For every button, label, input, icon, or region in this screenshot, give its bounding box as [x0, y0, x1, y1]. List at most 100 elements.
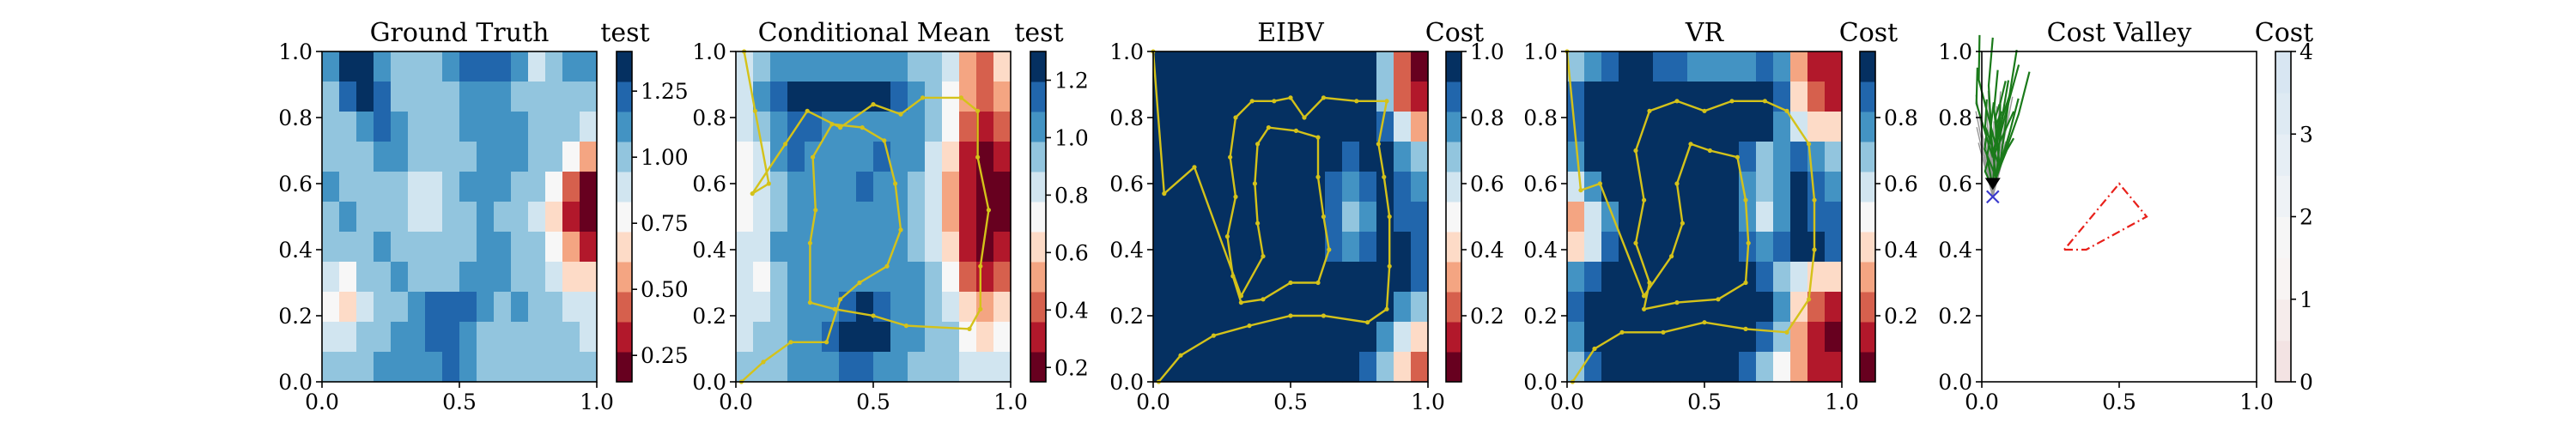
heatmap-cell: [1239, 172, 1257, 202]
heatmap-cell: [993, 112, 1012, 142]
heatmap-cell: [856, 172, 874, 202]
heatmap-cell: [442, 112, 460, 142]
path-line: [1151, 51, 1391, 383]
heatmap-cell: [839, 322, 857, 353]
y-tick-label: 0.4: [1938, 238, 1972, 263]
colorbar-level: [1446, 142, 1461, 172]
heatmap-cell: [925, 142, 943, 172]
heatmap-cell: [1807, 232, 1826, 263]
colorbar-tick-label: 1: [2300, 287, 2313, 312]
heatmap-cell: [1188, 82, 1206, 112]
heatmap-cell: [1342, 82, 1360, 112]
heatmap-cell: [1807, 322, 1826, 353]
heatmap-cell: [339, 322, 357, 353]
colorbar-label: Cost: [2255, 18, 2313, 48]
heatmap-cell: [1584, 51, 1602, 82]
colorbar-level: [1446, 82, 1461, 112]
path-point: [1302, 115, 1307, 120]
heatmap-cell: [1601, 292, 1619, 323]
heatmap-cell: [511, 262, 529, 293]
heatmap-cell: [545, 112, 563, 142]
heatmap-cell: [1773, 172, 1791, 202]
heatmap-cell: [839, 82, 857, 112]
heatmap-cell: [1359, 82, 1377, 112]
heatmap-cell: [1773, 352, 1791, 383]
colorbar-level: [1446, 112, 1461, 142]
heatmap-cell: [374, 142, 392, 172]
heatmap-cell: [528, 82, 546, 112]
path-point: [761, 360, 766, 365]
colorbar-level: [1860, 322, 1875, 353]
heatmap-cell: [1325, 352, 1343, 383]
heatmap-cell: [1670, 262, 1688, 293]
colorbar-tick-label: 0.50: [641, 277, 689, 302]
heatmap-cell: [959, 112, 977, 142]
colorbar-level: [1446, 202, 1461, 233]
heatmap-cell: [1188, 322, 1206, 353]
heatmap-cell: [1394, 51, 1412, 82]
heatmap-cell: [1342, 202, 1360, 233]
heatmap-cell: [545, 202, 563, 233]
heatmap-cell: [1342, 292, 1360, 323]
heatmap-cell: [1773, 322, 1791, 353]
heatmap-cell: [391, 112, 409, 142]
heatmap-cell: [322, 112, 340, 142]
heatmap-cell: [1636, 352, 1654, 383]
colorbar-tick-label: 0.6: [1884, 172, 1918, 196]
heatmap-cell: [805, 322, 823, 353]
heatmap-cell: [477, 292, 495, 323]
heatmap-cell: [736, 232, 754, 263]
heatmap-cell: [925, 172, 943, 202]
path-point: [1743, 280, 1748, 286]
heatmap-cell: [1825, 292, 1843, 323]
heatmap-cell: [1825, 172, 1843, 202]
heatmap-cell: [925, 292, 943, 323]
path-point: [1642, 306, 1647, 311]
heatmap-cell: [545, 322, 563, 353]
path-point: [1674, 99, 1680, 104]
heatmap-cell: [562, 202, 580, 233]
path-point: [958, 95, 963, 100]
plot-background: [1982, 51, 2257, 382]
heatmap-cell: [477, 322, 495, 353]
heatmap-cell: [890, 82, 908, 112]
colorbar-level: [1030, 352, 1046, 383]
trajectory-line: [1998, 137, 2015, 168]
heatmap-cell: [839, 262, 857, 293]
heatmap-cell: [374, 352, 392, 383]
heatmap-cell: [1807, 82, 1826, 112]
colorbar-level: [1446, 172, 1461, 202]
heatmap-cell: [339, 51, 357, 82]
heatmap-cell: [580, 322, 598, 353]
heatmap-cell: [787, 322, 805, 353]
heatmap-cell: [1394, 292, 1412, 323]
path-point: [882, 138, 887, 143]
path-point: [1315, 135, 1321, 140]
path-point: [1272, 99, 1277, 104]
heatmap-cell: [976, 232, 994, 263]
heatmap-cell: [1342, 142, 1360, 172]
heatmap-cell: [1325, 112, 1343, 142]
heatmap-cell: [1342, 232, 1360, 263]
path-point: [1327, 247, 1332, 252]
panel-title: Ground Truth: [370, 18, 550, 48]
heatmap-cell: [787, 142, 805, 172]
heatmap-cell: [425, 172, 443, 202]
heatmap-cell: [459, 172, 477, 202]
heatmap-cell: [805, 51, 823, 82]
colorbar-level: [617, 262, 632, 293]
colorbar-level: [617, 352, 632, 383]
heatmap-cell: [425, 352, 443, 383]
heatmap-cell: [1704, 142, 1722, 172]
heatmap-cell: [1188, 112, 1206, 142]
heatmap-cell: [459, 51, 477, 82]
heatmap-cell: [425, 202, 443, 233]
heatmap-cell: [1722, 112, 1740, 142]
heatmap-cell: [1722, 82, 1740, 112]
heatmap-cell: [391, 202, 409, 233]
heatmap-cell: [959, 322, 977, 353]
heatmap-cell: [1790, 292, 1808, 323]
path-point: [1674, 300, 1680, 305]
heatmap-cell: [1619, 202, 1637, 233]
heatmap-cell: [442, 292, 460, 323]
